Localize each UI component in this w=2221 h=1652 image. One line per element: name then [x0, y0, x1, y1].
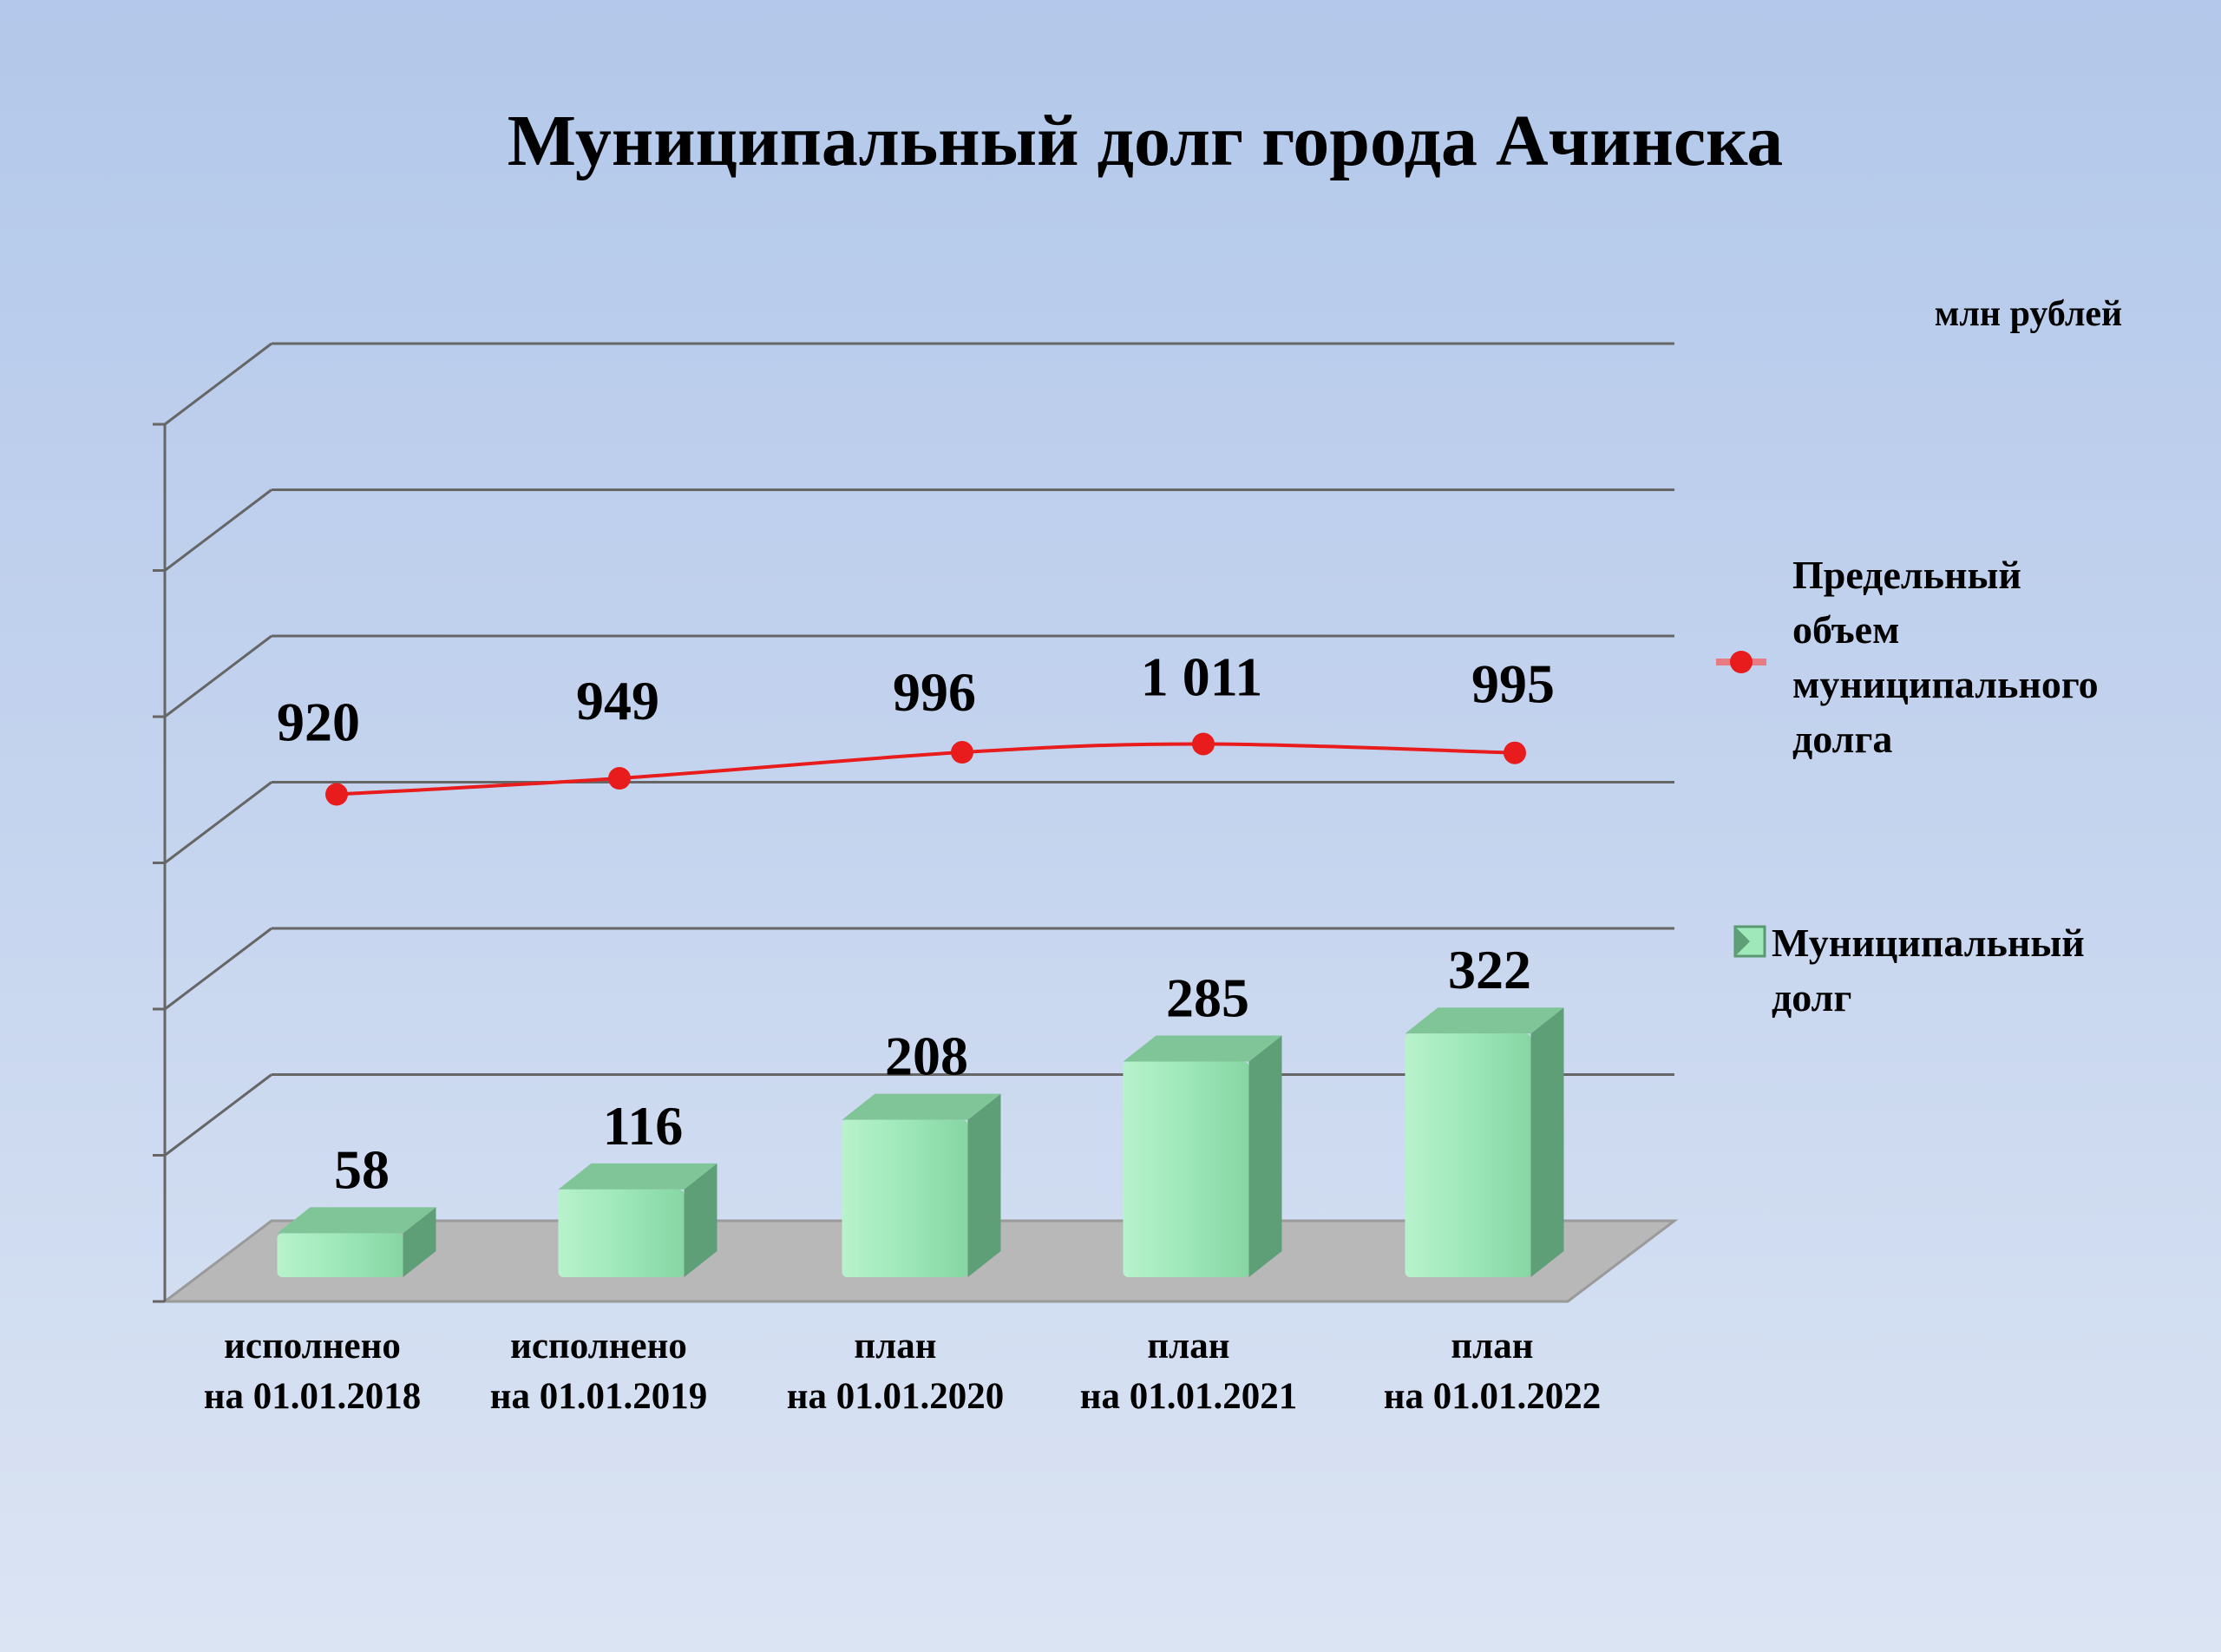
limit-point	[608, 767, 631, 790]
bar-side	[684, 1163, 717, 1277]
legend-label-debt: Муниципальный долг	[1772, 921, 2094, 1019]
bar	[842, 1093, 1001, 1277]
bar-front	[1405, 1033, 1531, 1277]
gridline-side	[164, 488, 272, 572]
category-label-line: исполнено	[224, 1326, 401, 1367]
category-labels: исполнено на 01.01.2018 исполнено на 01.01.…	[204, 1326, 1602, 1417]
limit-point	[325, 783, 348, 806]
gridline-side	[164, 634, 272, 718]
gridline-side	[164, 1073, 272, 1157]
legend-marker-swatch	[1730, 651, 1753, 673]
legend-label-limit-line: Предельный	[1792, 553, 2021, 597]
bar-value-label: 58	[334, 1138, 390, 1200]
category-label-line: план	[854, 1326, 936, 1367]
category-label-line: на 01.01.2021	[1080, 1376, 1298, 1417]
legend-entry-debt: Муниципальный долг	[1733, 921, 2094, 1019]
bar-front	[558, 1189, 685, 1277]
bar	[1405, 1007, 1564, 1277]
limit-line	[336, 742, 1516, 796]
bar	[1123, 1035, 1282, 1277]
data-labels: 58 116 208 285 322 920 949 996 1 011 995	[277, 646, 1555, 1200]
category-label-line: на 01.01.2022	[1384, 1376, 1602, 1417]
line-value-label: 920	[277, 692, 360, 753]
legend-label-limit-line: долга	[1792, 717, 1892, 761]
bar-top	[558, 1163, 717, 1190]
bar-value-label: 116	[603, 1095, 683, 1157]
category-label: план на 01.01.2021	[1080, 1326, 1298, 1417]
bar-value-label: 322	[1448, 939, 1531, 1000]
category-label-line: план	[1451, 1326, 1533, 1367]
chart-title: Муниципальный долг города Ачинска	[508, 101, 1784, 181]
bar-front	[277, 1233, 403, 1277]
legend: Предельный объем муниципального долга Му…	[1716, 553, 2108, 1019]
legend-label-debt-line: долг	[1772, 975, 1851, 1019]
bar-side	[1248, 1035, 1282, 1277]
legend-entry-limit: Предельный объем муниципального долга	[1716, 553, 2108, 761]
category-label-line: исполнено	[510, 1326, 687, 1367]
bar-side	[1530, 1007, 1564, 1277]
legend-label-debt-line: Муниципальный	[1772, 921, 2085, 965]
category-label: исполнено на 01.01.2019	[490, 1326, 708, 1417]
limit-point	[951, 741, 973, 764]
line-value-label: 1 011	[1141, 646, 1262, 707]
category-label-line: на 01.01.2018	[204, 1376, 422, 1417]
bar-value-label: 208	[885, 1026, 968, 1087]
category-label: план на 01.01.2022	[1384, 1326, 1602, 1417]
bar	[558, 1163, 717, 1277]
legend-label-limit: Предельный объем муниципального долга	[1792, 553, 2108, 761]
line-series	[325, 732, 1526, 806]
bar-front	[842, 1119, 968, 1277]
line-value-label: 996	[893, 661, 976, 723]
legend-label-limit-line: муниципального	[1792, 662, 2099, 706]
bar-series	[277, 1007, 1564, 1277]
gridline-side	[164, 342, 272, 426]
category-label: исполнено на 01.01.2018	[204, 1326, 422, 1417]
line-value-label: 995	[1471, 653, 1555, 715]
limit-point	[1504, 741, 1526, 764]
plot-area: 58 116 208 285 322 920 949 996 1 011 995 исполнен…	[153, 342, 1679, 1417]
gridline-side	[164, 781, 272, 864]
category-label: план на 01.01.2020	[787, 1326, 1005, 1417]
legend-label-limit-line: объем	[1792, 607, 1899, 652]
legend-bar-swatch-shade	[1735, 927, 1750, 956]
bar	[277, 1207, 436, 1277]
bar-side	[403, 1207, 436, 1277]
category-label-line: на 01.01.2020	[787, 1376, 1005, 1417]
bar-value-label: 285	[1166, 967, 1249, 1028]
line-value-label: 949	[576, 670, 659, 731]
gridline-side	[164, 927, 272, 1011]
bar-top	[1123, 1035, 1282, 1062]
category-label-line: план	[1147, 1326, 1229, 1367]
bar-side	[967, 1093, 1001, 1277]
unit-label: млн рублей	[1935, 294, 2122, 334]
bar-top	[277, 1207, 436, 1234]
bar-top	[842, 1093, 1001, 1120]
limit-point	[1192, 732, 1215, 756]
bar-top	[1405, 1007, 1564, 1034]
category-label-line: на 01.01.2019	[490, 1376, 708, 1417]
bar-front	[1123, 1061, 1249, 1277]
